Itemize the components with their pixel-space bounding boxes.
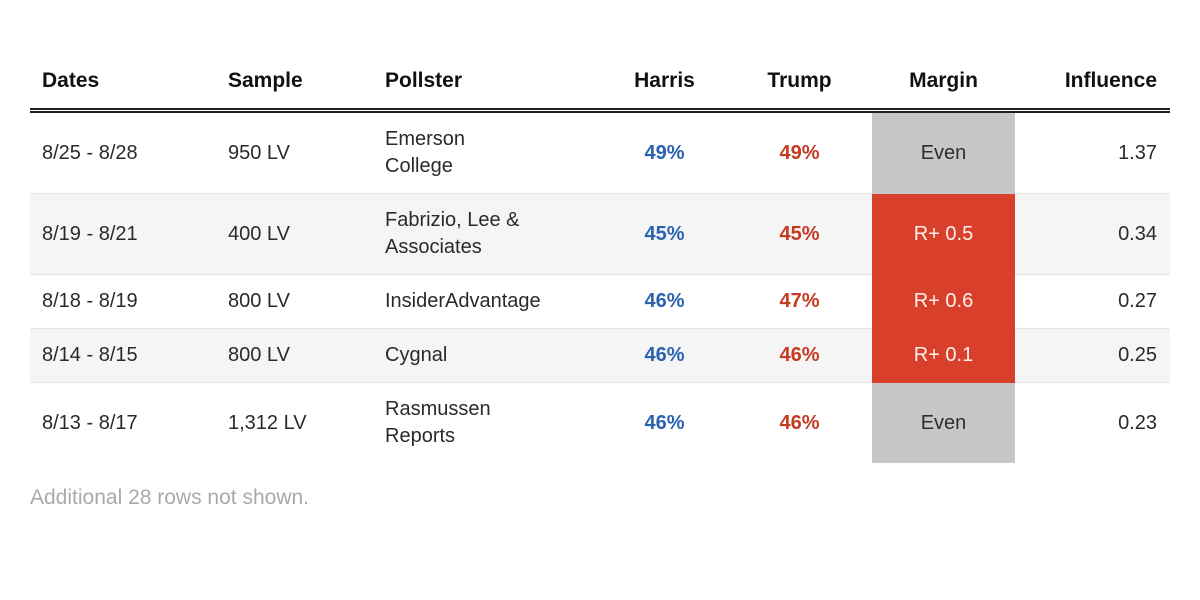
poll-table-page: Dates Sample Pollster Harris Trump Margi… (30, 55, 1170, 510)
col-header-sample: Sample (216, 55, 372, 113)
table-row: 8/25 - 8/28 950 LV Emerson College 49% 4… (30, 110, 1170, 194)
cell-margin: R+ 0.1 (872, 328, 1015, 383)
col-header-dates: Dates (30, 55, 216, 113)
cell-dates: 8/18 - 8/19 (30, 273, 216, 329)
cell-harris: 46% (602, 328, 727, 383)
cell-sample: 800 LV (216, 273, 372, 329)
pollster-name: Fabrizio, Lee & Associates (385, 209, 520, 258)
cell-trump: 46% (727, 382, 872, 464)
header-row: Dates Sample Pollster Harris Trump Margi… (30, 55, 1170, 113)
col-header-pollster: Pollster (372, 55, 602, 113)
pollster-name: InsiderAdvantage (385, 290, 541, 313)
cell-harris: 46% (602, 382, 727, 464)
cell-harris: 49% (644, 141, 685, 164)
cell-trump: 45% (727, 193, 872, 275)
col-header-trump: Trump (727, 55, 872, 113)
cell-harris: 46% (602, 273, 727, 329)
table-body: 8/25 - 8/28 950 LV Emerson College 49% 4… (30, 110, 1170, 464)
pollster-name: Emerson College (385, 128, 466, 177)
cell-trump: 46% (727, 328, 872, 383)
table-row: 8/19 - 8/21 400 LV Fabrizio, Lee & Assoc… (30, 193, 1170, 275)
poll-results-table: Dates Sample Pollster Harris Trump Margi… (30, 55, 1170, 464)
cell-sample: 950 LV (228, 141, 290, 164)
pollster-name: Cygnal (385, 344, 448, 367)
cell-pollster: Emerson College (372, 111, 602, 194)
cell-pollster: Rasmussen Reports (372, 382, 602, 464)
col-header-harris: Harris (602, 55, 727, 113)
cell-sample: 1,312 LV (216, 382, 372, 464)
col-header-margin: Margin (872, 55, 1015, 113)
cell-sample: 800 LV (216, 328, 372, 383)
rows-not-shown-note: Additional 28 rows not shown. (30, 486, 309, 510)
table-header: Dates Sample Pollster Harris Trump Margi… (30, 55, 1170, 113)
cell-dates: 8/14 - 8/15 (30, 328, 216, 383)
cell-trump: 49% (779, 141, 820, 164)
cell-trump: 47% (727, 273, 872, 329)
pollster-name: Rasmussen Reports (385, 398, 491, 448)
cell-dates: 8/19 - 8/21 (30, 193, 216, 275)
cell-harris: 45% (602, 193, 727, 275)
cell-dates: 8/13 - 8/17 (30, 382, 216, 464)
cell-pollster: Cygnal (372, 328, 602, 383)
table-row: 8/14 - 8/15 800 LV Cygnal 46% 46% R+ 0.1… (30, 328, 1170, 383)
cell-pollster: Fabrizio, Lee & Associates (372, 193, 602, 275)
cell-influence: 0.27 (1015, 273, 1170, 329)
cell-influence: 0.34 (1015, 193, 1170, 275)
cell-margin: Even (872, 382, 1015, 464)
cell-influence: 1.37 (1118, 141, 1157, 164)
table-row: 8/18 - 8/19 800 LV InsiderAdvantage 46% … (30, 273, 1170, 329)
cell-sample: 400 LV (216, 193, 372, 275)
cell-influence: 0.23 (1015, 382, 1170, 464)
cell-margin: R+ 0.5 (872, 193, 1015, 275)
cell-margin: Even (872, 110, 1015, 194)
col-header-influence: Influence (1015, 55, 1170, 113)
cell-pollster: InsiderAdvantage (372, 273, 602, 329)
cell-dates: 8/25 - 8/28 (42, 141, 138, 164)
cell-influence: 0.25 (1015, 328, 1170, 383)
cell-margin: R+ 0.6 (872, 274, 1015, 329)
table-row: 8/13 - 8/17 1,312 LV Rasmussen Reports 4… (30, 382, 1170, 464)
